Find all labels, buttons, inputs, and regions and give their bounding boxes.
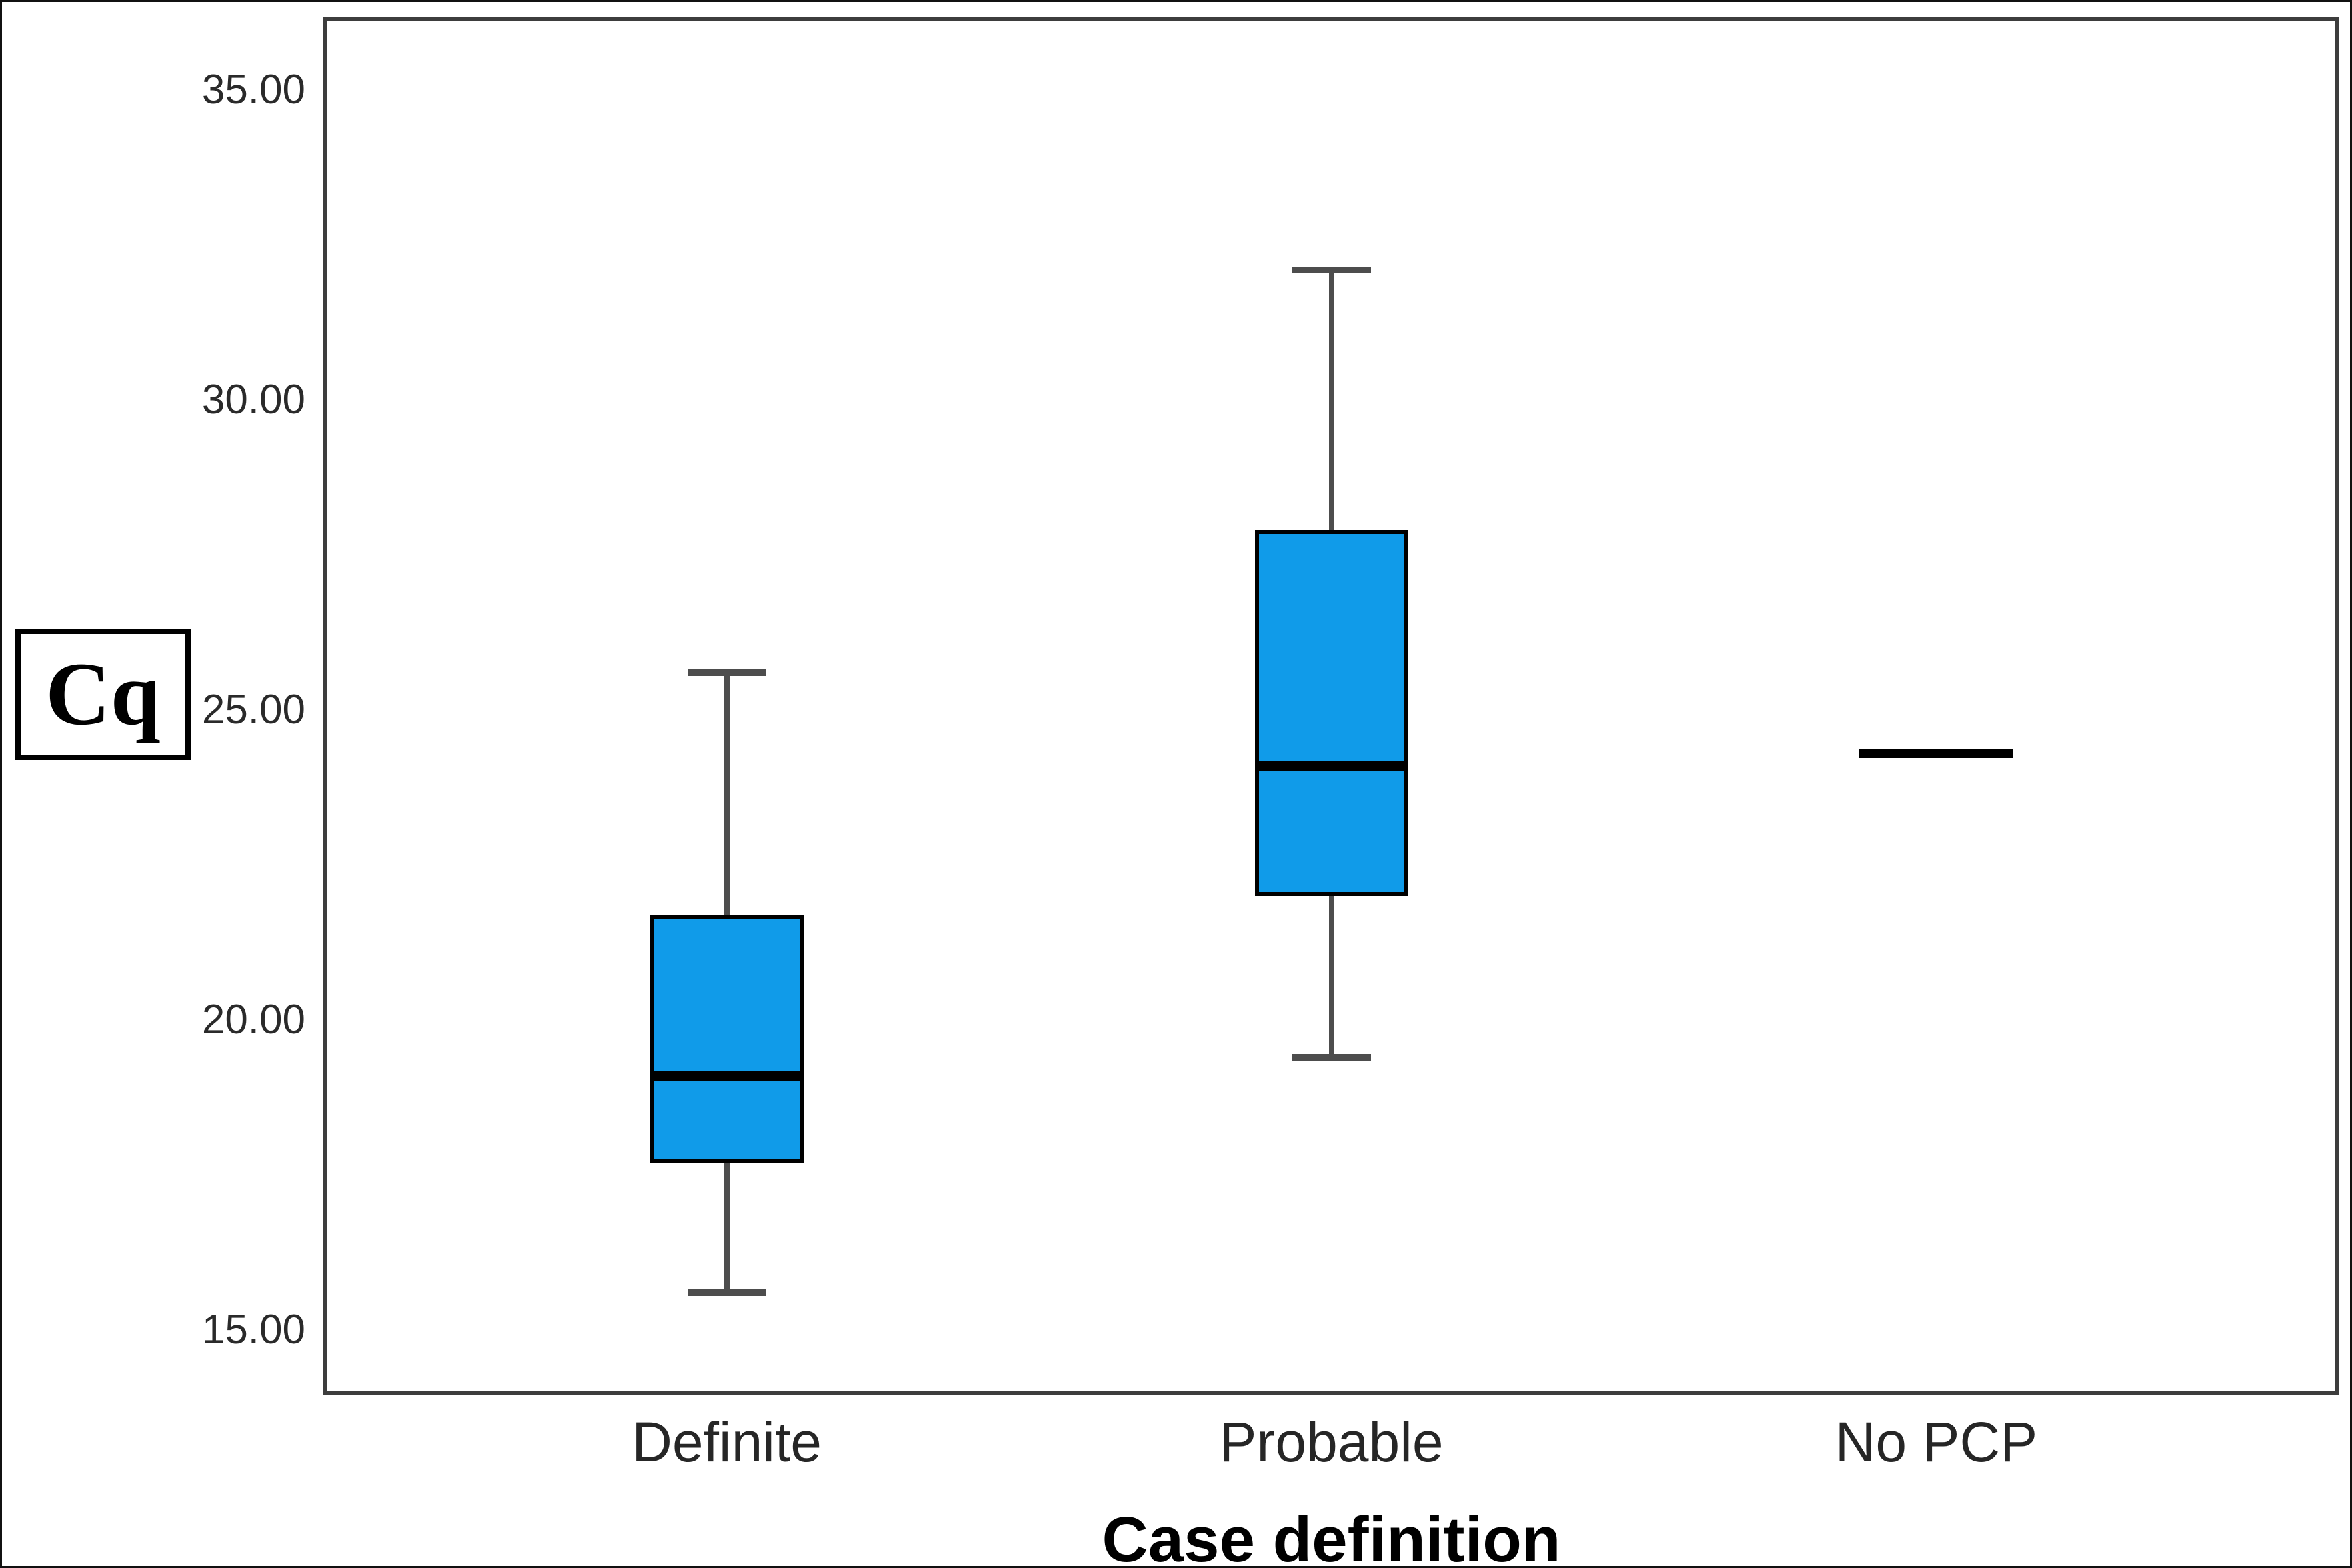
whisker-cap-top-definite — [687, 669, 766, 677]
lower-whisker-definite — [724, 1162, 730, 1293]
y-tick-label-30: 30.00 — [201, 377, 305, 423]
whisker-cap-bottom-probable — [1292, 1053, 1371, 1061]
y-tick-label-25: 25.00 — [201, 687, 305, 733]
x-tick-label-definite: Definite — [632, 1411, 822, 1473]
whisker-cap-bottom-definite — [687, 1289, 766, 1297]
x-tick-label-probable: Probable — [1219, 1411, 1444, 1473]
y-tick-label-20: 20.00 — [201, 997, 305, 1043]
median-line-definite — [650, 1071, 804, 1081]
median-line-no-pcp — [1859, 749, 2013, 759]
median-line-probable — [1254, 761, 1408, 771]
y-tick-label-15: 15.00 — [201, 1307, 305, 1353]
upper-whisker-probable — [1328, 269, 1334, 531]
y-axis-label: Cq — [45, 645, 161, 744]
whisker-cap-top-probable — [1292, 266, 1371, 273]
y-tick-label-35: 35.00 — [201, 67, 305, 113]
y-axis-label-box: Cq — [15, 629, 191, 760]
lower-whisker-probable — [1328, 896, 1334, 1057]
box-probable — [1254, 530, 1408, 896]
x-axis-title: Case definition — [1102, 1504, 1561, 1568]
box-definite — [650, 914, 804, 1163]
x-tick-label-no-pcp: No PCP — [1835, 1411, 2038, 1473]
upper-whisker-definite — [724, 673, 730, 915]
